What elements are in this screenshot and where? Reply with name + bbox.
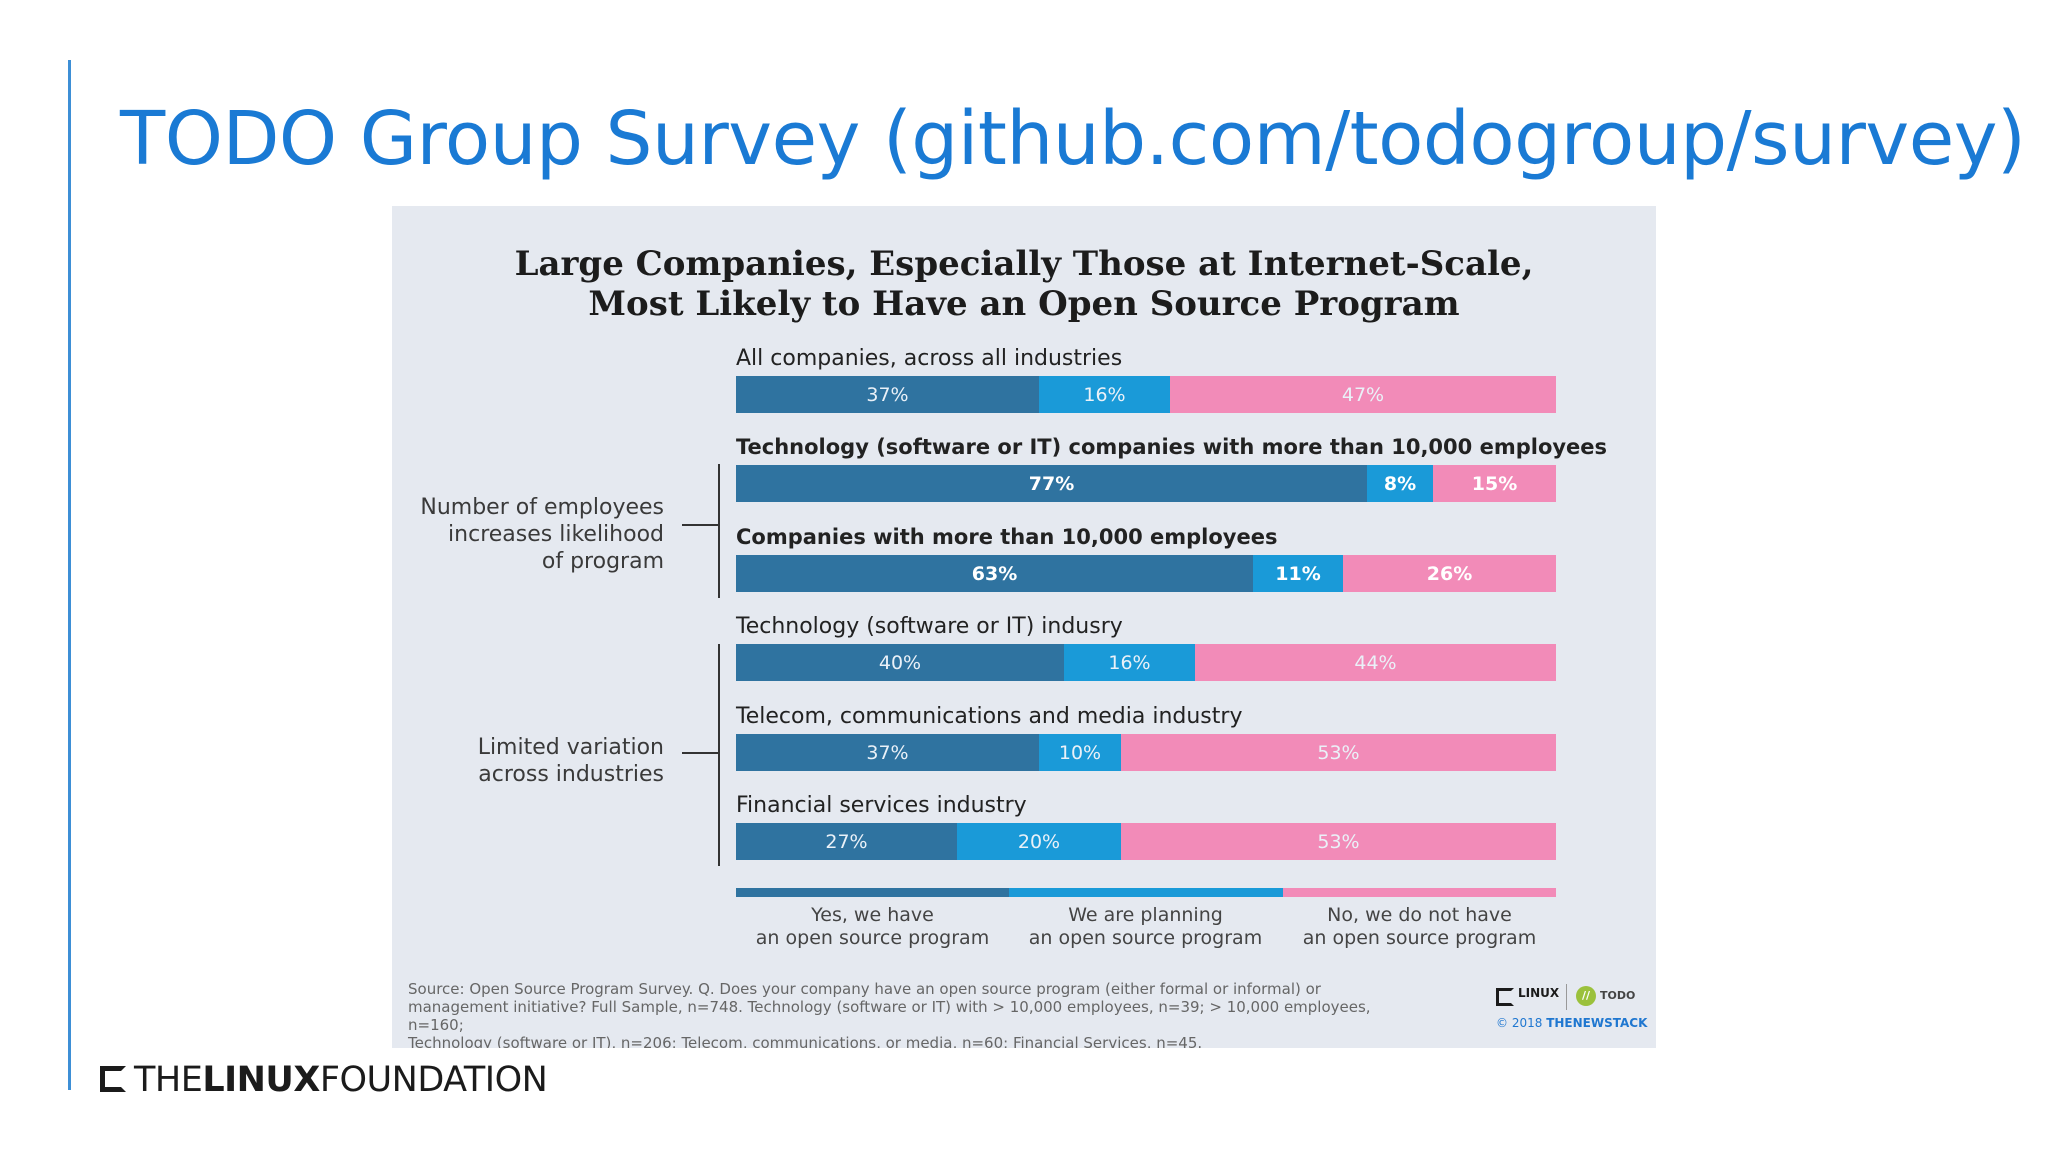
bar-segment-planning: 16% (1039, 376, 1170, 413)
todo-logo-icon: // (1576, 986, 1596, 1006)
group-label-employees-line-1: Number of employees (420, 495, 664, 520)
group-bracket-industries (718, 644, 720, 866)
linux-foundation-mini-logo-icon (1496, 988, 1514, 1006)
bar-segment-planning: 8% (1367, 465, 1433, 502)
bar-segment-planning: 10% (1039, 734, 1121, 771)
legend-bar (736, 888, 1556, 897)
todo-logo-text: TODO (1600, 989, 1636, 1002)
chart-title-line-1: Large Companies, Especially Those at Int… (514, 244, 1534, 284)
bar-row-tech-industry: 40% 16% 44% (736, 644, 1556, 681)
group-label-industries-line-2: across industries (478, 762, 664, 787)
group-label-employees: Number of employees increases likelihood… (404, 494, 664, 575)
row-label-all: All companies, across all industries (736, 346, 1123, 371)
group-label-employees-line-3: of program (541, 549, 664, 574)
bar-segment-no: 53% (1121, 734, 1556, 771)
footer-logo-pre: THE (134, 1060, 203, 1100)
row-label-tech-10k: Technology (software or IT) companies wi… (736, 435, 1608, 459)
publisher-logos: LINUX // TODO © 2018 THENEWSTACK (1496, 984, 1647, 1034)
source-note: Source: Open Source Program Survey. Q. D… (408, 980, 1408, 1048)
slide-title: TODO Group Survey (github.com/todogroup/… (120, 96, 2026, 182)
legend-swatch-no (1283, 888, 1556, 897)
bar-segment-yes: 37% (736, 376, 1039, 413)
bar-segment-yes: 27% (736, 823, 957, 860)
row-label-financial: Financial services industry (736, 793, 1027, 818)
legend-label-yes-line-2: an open source program (755, 927, 990, 949)
group-label-employees-line-2: increases likelihood (448, 522, 664, 547)
legend-swatch-yes (736, 888, 1009, 897)
newstack-logo-a: THENEW (1546, 1016, 1605, 1030)
copyright-text: © 2018 (1496, 1016, 1543, 1030)
newstack-logo-b: STACK (1604, 1016, 1648, 1030)
bar-row-10k: 63% 11% 26% (736, 555, 1556, 592)
bar-row-all: 37% 16% 47% (736, 376, 1556, 413)
source-note-line-2: management initiative? Full Sample, n=74… (408, 998, 1371, 1034)
legend-label-planning: We are planning an open source program (1009, 904, 1282, 950)
legend-label-planning-line-1: We are planning (1068, 904, 1223, 926)
group-label-industries-line-1: Limited variation (477, 735, 664, 760)
linux-foundation-logo-text: THELINUXFOUNDATION (134, 1060, 548, 1100)
legend-label-no-line-2: an open source program (1302, 927, 1537, 949)
bar-segment-planning: 20% (957, 823, 1121, 860)
row-label-10k: Companies with more than 10,000 employee… (736, 525, 1278, 549)
bar-row-tech-10k: 77% 8% 15% (736, 465, 1556, 502)
group-label-industries: Limited variation across industries (404, 734, 664, 788)
chart-panel: Large Companies, Especially Those at Int… (392, 206, 1656, 1048)
slide-accent-line (68, 60, 71, 1090)
legend-label-yes-line-1: Yes, we have (811, 904, 934, 926)
bar-segment-no: 47% (1170, 376, 1556, 413)
linux-foundation-logo-icon (100, 1066, 126, 1092)
bar-segment-planning: 11% (1253, 555, 1343, 592)
footer-logo-strong: LINUX (202, 1060, 320, 1100)
group-bracket-employees (718, 464, 720, 598)
group-bracket-employees-tick (682, 524, 720, 526)
bar-segment-no: 44% (1195, 644, 1556, 681)
newstack-credit: © 2018 THENEWSTACK (1496, 1016, 1647, 1030)
bar-segment-yes: 40% (736, 644, 1064, 681)
source-note-line-1: Source: Open Source Program Survey. Q. D… (408, 980, 1321, 998)
legend-label-no: No, we do not have an open source progra… (1283, 904, 1556, 950)
chart-title: Large Companies, Especially Those at Int… (392, 244, 1656, 324)
footer-logo-post: FOUNDATION (319, 1060, 548, 1100)
legend-label-planning-line-2: an open source program (1028, 927, 1263, 949)
chart-title-line-2: Most Likely to Have an Open Source Progr… (588, 284, 1460, 324)
legend-label-no-line-1: No, we do not have (1327, 904, 1512, 926)
legend-label-yes: Yes, we have an open source program (736, 904, 1009, 950)
legend-swatch-planning (1009, 888, 1283, 897)
source-note-line-3: Technology (software or IT), n=206; Tele… (408, 1034, 1203, 1048)
row-label-telecom: Telecom, communications and media indust… (736, 704, 1243, 729)
row-label-tech-industry: Technology (software or IT) indusry (736, 614, 1123, 639)
bar-segment-yes: 77% (736, 465, 1367, 502)
bar-segment-no: 26% (1343, 555, 1556, 592)
bar-row-financial: 27% 20% 53% (736, 823, 1556, 860)
linux-foundation-mini-logo-text: LINUX (1518, 986, 1560, 1000)
bar-segment-yes: 63% (736, 555, 1253, 592)
bar-segment-yes: 37% (736, 734, 1039, 771)
bar-segment-planning: 16% (1064, 644, 1195, 681)
bar-segment-no: 15% (1433, 465, 1556, 502)
logo-separator (1566, 984, 1567, 1010)
group-bracket-industries-tick (682, 752, 720, 754)
bar-segment-no: 53% (1121, 823, 1556, 860)
bar-row-telecom: 37% 10% 53% (736, 734, 1556, 771)
